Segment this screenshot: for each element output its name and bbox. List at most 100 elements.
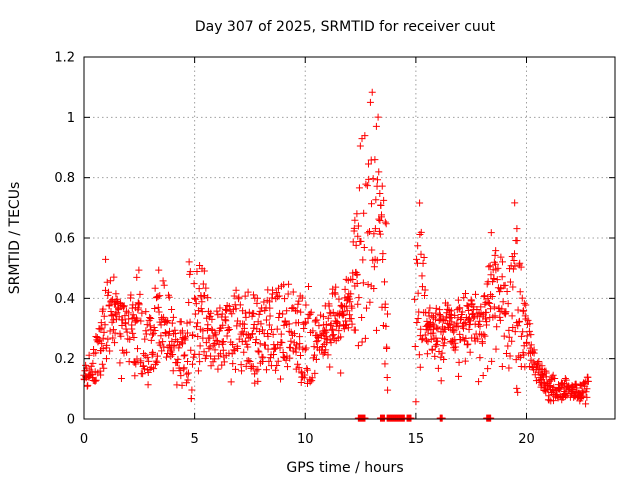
data-point bbox=[354, 300, 362, 308]
data-point bbox=[134, 304, 142, 312]
data-point bbox=[169, 367, 177, 375]
data-point bbox=[353, 210, 361, 218]
data-point bbox=[273, 325, 281, 333]
data-point bbox=[239, 330, 247, 338]
data-point bbox=[123, 328, 131, 336]
data-point bbox=[511, 328, 519, 336]
data-point bbox=[253, 294, 261, 302]
data-point bbox=[159, 277, 167, 285]
data-point bbox=[175, 344, 183, 352]
data-point bbox=[103, 341, 111, 349]
data-point bbox=[256, 340, 264, 348]
data-point bbox=[372, 122, 380, 130]
data-point bbox=[272, 366, 280, 374]
data-point bbox=[513, 225, 521, 233]
data-point bbox=[143, 321, 151, 329]
data-point bbox=[513, 237, 521, 245]
data-point bbox=[151, 284, 159, 292]
data-point bbox=[418, 336, 426, 344]
data-point bbox=[461, 318, 469, 326]
data-point bbox=[468, 300, 476, 308]
data-point bbox=[101, 321, 109, 329]
data-point bbox=[508, 337, 516, 345]
data-point bbox=[204, 294, 212, 302]
data-point bbox=[110, 273, 118, 281]
data-point bbox=[419, 259, 427, 267]
data-point bbox=[212, 336, 220, 344]
data-point bbox=[311, 369, 319, 377]
data-point bbox=[91, 377, 99, 385]
data-point bbox=[523, 332, 531, 340]
data-point bbox=[195, 285, 203, 293]
data-point bbox=[496, 313, 504, 321]
data-point bbox=[353, 270, 361, 278]
data-point bbox=[98, 324, 106, 332]
data-point bbox=[129, 311, 137, 319]
data-point bbox=[319, 350, 327, 358]
data-point bbox=[412, 398, 420, 406]
data-point bbox=[436, 310, 444, 318]
data-point bbox=[287, 328, 295, 336]
data-point bbox=[254, 377, 262, 385]
data-point bbox=[376, 217, 384, 225]
data-point bbox=[302, 301, 310, 309]
data-point bbox=[109, 316, 117, 324]
data-point bbox=[509, 283, 517, 291]
data-point bbox=[561, 375, 569, 383]
data-point bbox=[363, 304, 371, 312]
data-point bbox=[266, 304, 274, 312]
data-point bbox=[104, 291, 112, 299]
data-point bbox=[211, 346, 219, 354]
data-point bbox=[492, 345, 500, 353]
data-point bbox=[245, 308, 253, 316]
data-point bbox=[514, 388, 522, 396]
data-point bbox=[340, 325, 348, 333]
data-point bbox=[135, 301, 143, 309]
data-point bbox=[188, 386, 196, 394]
data-point bbox=[297, 308, 305, 316]
data-point bbox=[152, 357, 160, 365]
data-point bbox=[481, 332, 489, 340]
data-point bbox=[185, 298, 193, 306]
data-point bbox=[416, 363, 424, 371]
data-point bbox=[134, 345, 142, 353]
data-point bbox=[292, 348, 300, 356]
data-point bbox=[99, 345, 107, 353]
data-point bbox=[355, 184, 363, 192]
data-point bbox=[234, 344, 242, 352]
data-point bbox=[379, 250, 387, 258]
data-point bbox=[350, 224, 358, 232]
data-point bbox=[486, 299, 494, 307]
data-point bbox=[358, 135, 366, 143]
data-point bbox=[177, 372, 185, 380]
data-point bbox=[155, 308, 163, 316]
data-point bbox=[266, 312, 274, 320]
data-point bbox=[331, 290, 339, 298]
data-point bbox=[519, 307, 527, 315]
data-point bbox=[216, 350, 224, 358]
data-point bbox=[323, 333, 331, 341]
x-tick-label: 20 bbox=[518, 432, 535, 447]
data-point bbox=[433, 341, 441, 349]
data-point bbox=[506, 352, 514, 360]
data-point bbox=[244, 288, 252, 296]
data-point bbox=[111, 339, 119, 347]
data-point bbox=[295, 364, 303, 372]
data-point bbox=[218, 310, 226, 318]
data-point bbox=[324, 351, 332, 359]
data-point bbox=[384, 310, 392, 318]
data-point bbox=[467, 296, 475, 304]
data-point bbox=[194, 367, 202, 375]
data-point bbox=[187, 395, 195, 403]
data-point bbox=[235, 293, 243, 301]
data-point bbox=[147, 336, 155, 344]
data-point bbox=[177, 318, 185, 326]
data-point bbox=[130, 358, 138, 366]
data-point bbox=[457, 315, 465, 323]
data-point bbox=[232, 305, 240, 313]
data-point bbox=[511, 199, 519, 207]
data-point bbox=[191, 294, 199, 302]
data-point bbox=[178, 381, 186, 389]
